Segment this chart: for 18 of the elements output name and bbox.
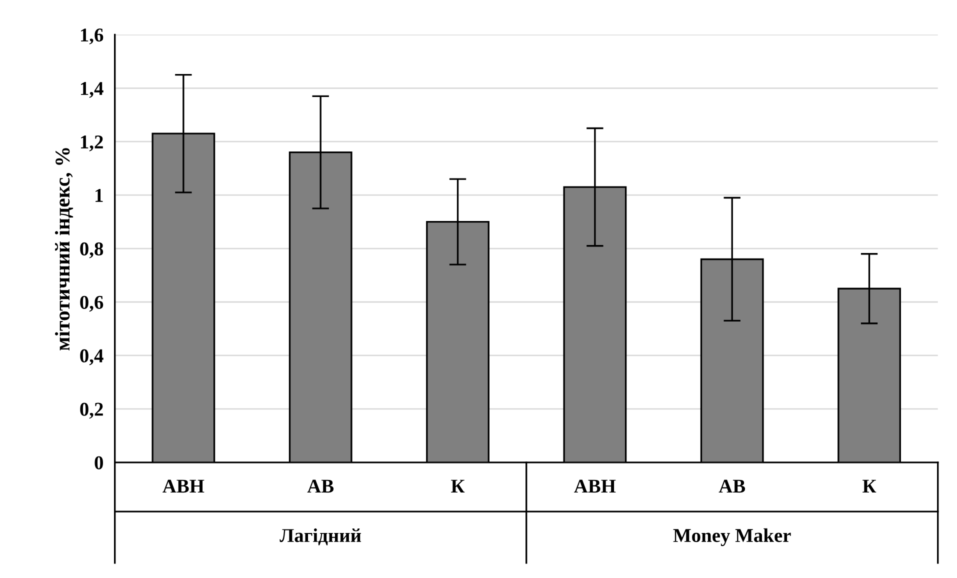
text: Money Maker	[673, 528, 791, 546]
x-tick-label: АВН	[162, 480, 204, 493]
y-tick-label: 1,4	[80, 82, 104, 98]
x-tick-label: К	[862, 480, 876, 493]
y-tick-label: 0,8	[80, 242, 104, 258]
x-tick-label: АВН	[574, 480, 616, 493]
x-tick-label: АВ	[307, 480, 334, 493]
y-tick-label: 1	[96, 188, 103, 202]
y-tick-label: 1,2	[80, 135, 103, 152]
y-tick-label: 0,4	[80, 349, 104, 366]
y-tick-label: 0,6	[80, 296, 104, 312]
y-tick-label: 1,6	[80, 28, 104, 44]
y-tick-label: 0,2	[80, 402, 103, 419]
text: Лагідний	[280, 528, 362, 546]
x-tick-label: АВ	[718, 480, 746, 493]
y-tick-label: 0	[94, 456, 103, 470]
y-axis-title: мітотичний індекс, %	[54, 148, 74, 350]
x-tick-label: К	[451, 480, 465, 493]
